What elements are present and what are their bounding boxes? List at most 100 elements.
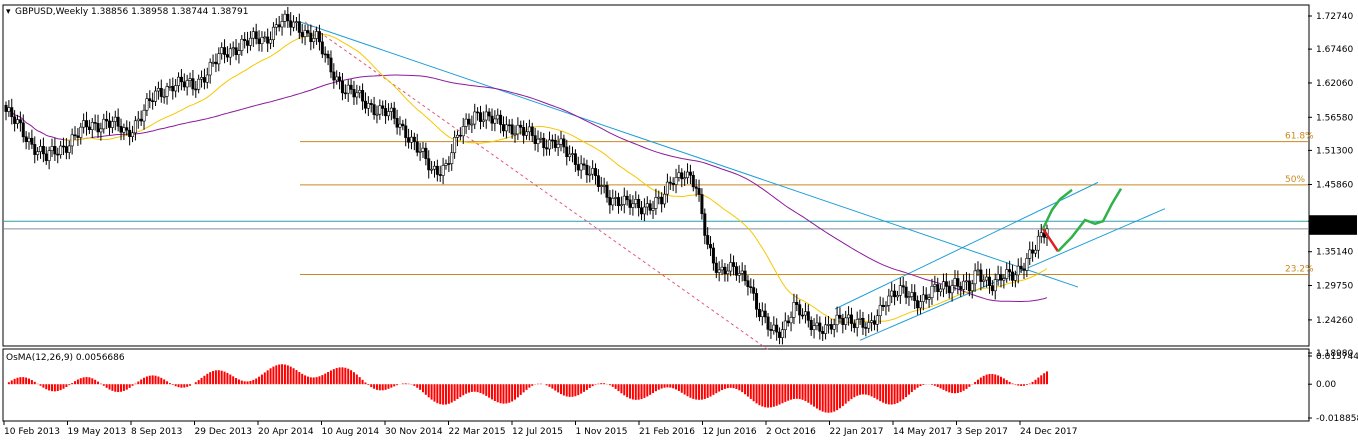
candle[interactable] — [174, 78, 178, 98]
candle[interactable] — [266, 28, 270, 52]
candle[interactable] — [556, 135, 560, 157]
osma-bar[interactable] — [197, 380, 200, 385]
osma-bar[interactable] — [459, 384, 462, 398]
osma-bar[interactable] — [525, 384, 528, 390]
candle[interactable] — [907, 291, 911, 306]
osma-bar[interactable] — [859, 384, 862, 395]
candle[interactable] — [553, 133, 557, 152]
osma-bar[interactable] — [879, 384, 882, 402]
candle[interactable] — [7, 100, 11, 117]
osma-bar[interactable] — [775, 384, 778, 406]
candle[interactable] — [16, 114, 20, 129]
osma-bar[interactable] — [97, 381, 100, 385]
osma-bar[interactable] — [721, 384, 724, 391]
candle[interactable] — [1016, 258, 1020, 284]
candle[interactable] — [562, 134, 566, 154]
osma-bar[interactable] — [180, 384, 183, 388]
osma-bar[interactable] — [516, 384, 519, 398]
osma-bar[interactable] — [790, 384, 793, 400]
candle[interactable] — [982, 275, 986, 288]
candle[interactable] — [999, 266, 1003, 288]
candle[interactable] — [847, 306, 851, 326]
candle[interactable] — [409, 130, 413, 150]
candle[interactable] — [599, 176, 603, 195]
osma-bar[interactable] — [508, 384, 511, 403]
osma-bar[interactable] — [59, 384, 62, 391]
osma-bar[interactable] — [229, 374, 232, 385]
osma-bar[interactable] — [122, 384, 125, 391]
candle[interactable] — [680, 168, 684, 188]
osma-bar[interactable] — [482, 384, 485, 395]
candle[interactable] — [691, 171, 695, 192]
candle[interactable] — [39, 139, 43, 159]
osma-bar[interactable] — [358, 377, 361, 385]
candle[interactable] — [340, 73, 344, 101]
candle[interactable] — [824, 316, 828, 340]
candle[interactable] — [507, 119, 511, 133]
candle[interactable] — [234, 39, 238, 61]
osma-bar[interactable] — [387, 384, 390, 389]
osma-bar[interactable] — [781, 384, 784, 404]
candle[interactable] — [415, 133, 419, 157]
candle[interactable] — [530, 122, 534, 143]
candle[interactable] — [801, 308, 805, 320]
osma-bar[interactable] — [511, 384, 514, 402]
candle[interactable] — [73, 126, 77, 140]
candle[interactable] — [993, 273, 997, 300]
osma-bar[interactable] — [266, 370, 269, 385]
osma-bar[interactable] — [663, 384, 666, 388]
candle[interactable] — [916, 295, 920, 315]
osma-bar[interactable] — [801, 384, 804, 400]
candle[interactable] — [386, 103, 390, 121]
candle[interactable] — [786, 315, 790, 327]
osma-bar[interactable] — [1002, 378, 1005, 385]
osma-bar[interactable] — [571, 384, 574, 397]
osma-bar[interactable] — [28, 378, 31, 385]
candle[interactable] — [809, 316, 813, 336]
osma-bar[interactable] — [617, 384, 620, 392]
candle[interactable] — [726, 263, 730, 282]
osma-bar[interactable] — [243, 381, 246, 385]
candle[interactable] — [478, 105, 482, 130]
osma-bar[interactable] — [583, 384, 586, 392]
candle[interactable] — [309, 24, 313, 51]
candle[interactable] — [323, 46, 327, 63]
candle[interactable] — [297, 13, 301, 39]
candle[interactable] — [145, 93, 149, 117]
candle[interactable] — [208, 58, 212, 84]
candle[interactable] — [41, 137, 45, 163]
osma-bar[interactable] — [902, 384, 905, 400]
osma-bar[interactable] — [735, 384, 738, 389]
candle[interactable] — [228, 43, 232, 66]
osma-bar[interactable] — [76, 379, 79, 385]
candle[interactable] — [254, 23, 258, 45]
osma-bar[interactable] — [42, 384, 45, 388]
candle[interactable] — [803, 302, 807, 324]
candle[interactable] — [200, 70, 204, 88]
osma-bar[interactable] — [554, 384, 557, 391]
candle[interactable] — [286, 6, 290, 28]
osma-bar[interactable] — [853, 384, 856, 398]
osma-bar[interactable] — [367, 384, 370, 385]
osma-bar[interactable] — [798, 384, 801, 400]
candle[interactable] — [182, 73, 186, 91]
candle[interactable] — [412, 132, 416, 151]
osma-bar[interactable] — [991, 373, 994, 385]
candle[interactable] — [657, 190, 661, 205]
candle[interactable] — [421, 142, 425, 158]
candle[interactable] — [260, 31, 264, 52]
candle[interactable] — [4, 101, 8, 121]
candle[interactable] — [165, 82, 169, 105]
osma-bar[interactable] — [439, 384, 442, 405]
candle[interactable] — [67, 140, 71, 160]
candle[interactable] — [895, 290, 899, 301]
candle[interactable] — [87, 119, 91, 135]
osma-bar[interactable] — [792, 384, 795, 399]
candle[interactable] — [458, 127, 462, 141]
candle[interactable] — [855, 311, 859, 337]
candle[interactable] — [10, 98, 14, 125]
dashed-trend-line[interactable] — [304, 21, 771, 352]
candle[interactable] — [194, 80, 198, 98]
candle[interactable] — [611, 189, 615, 211]
osma-bar[interactable] — [442, 384, 445, 405]
